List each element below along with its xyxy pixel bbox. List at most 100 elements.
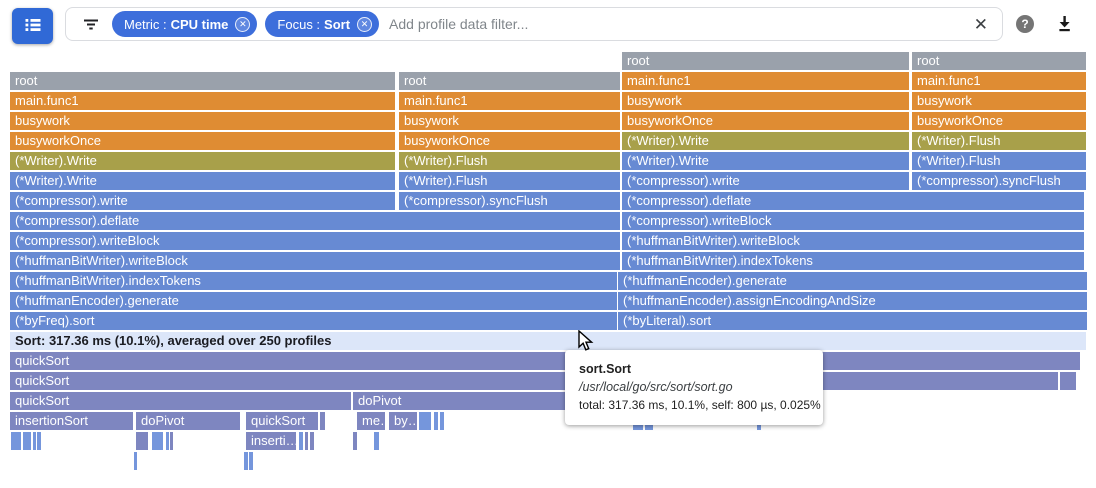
- selected-frame-banner[interactable]: Sort: 317.36 ms (10.1%), averaged over 2…: [10, 332, 1086, 350]
- flame-frame[interactable]: [1060, 372, 1076, 390]
- flame-frame[interactable]: [249, 452, 253, 470]
- flame-frame[interactable]: [419, 412, 431, 430]
- flame-frame[interactable]: [310, 432, 314, 450]
- flame-frame-writer-flush[interactable]: (*Writer).Flush: [399, 152, 620, 170]
- flame-frame-busywork[interactable]: busywork: [10, 112, 395, 130]
- flame-frame-busywork[interactable]: busywork: [399, 112, 620, 130]
- flame-frame-label: root: [917, 53, 940, 68]
- flame-frame[interactable]: [299, 432, 303, 450]
- flame-frame-compressor-writeblock[interactable]: (*compressor).writeBlock: [622, 212, 1084, 230]
- filter-list-icon: [82, 15, 100, 33]
- flame-frame-huffmanencoder-generate[interactable]: (*huffmanEncoder).generate: [618, 272, 1087, 290]
- flame-frame-busyworkonce[interactable]: busyworkOnce: [622, 112, 909, 130]
- flame-frame-compressor-write[interactable]: (*compressor).write: [622, 172, 909, 190]
- flame-frame-byfreq-sort[interactable]: (*byFreq).sort: [10, 312, 617, 330]
- flame-frame-writer-write[interactable]: (*Writer).Write: [10, 172, 395, 190]
- flame-frame-writer-write[interactable]: (*Writer).Write: [622, 152, 909, 170]
- flame-frame-label: (*huffmanBitWriter).indexTokens: [627, 253, 813, 268]
- flame-frame[interactable]: [37, 432, 41, 450]
- flame-frame-label: (*Writer).Flush: [404, 153, 488, 168]
- clear-filter-icon[interactable]: ✕: [973, 14, 988, 34]
- chip-remove-icon[interactable]: ✕: [235, 16, 251, 32]
- flame-frame-main-func1[interactable]: main.func1: [912, 72, 1086, 90]
- flame-frame-label: (*huffmanEncoder).assignEncodingAndSize: [623, 293, 876, 308]
- filter-chip-focus[interactable]: Focus : Sort ✕: [265, 11, 380, 37]
- flame-frame[interactable]: [136, 432, 148, 450]
- flame-frame[interactable]: [134, 452, 137, 470]
- view-menu-button[interactable]: [12, 8, 53, 44]
- flame-frame[interactable]: [374, 432, 379, 450]
- flame-frame-root[interactable]: root: [912, 52, 1086, 70]
- flame-frame-label: (*Writer).Write: [15, 153, 97, 168]
- flame-frame[interactable]: [33, 432, 36, 450]
- flame-frame-compressor-deflate[interactable]: (*compressor).deflate: [10, 212, 620, 230]
- flame-frame-writer-flush[interactable]: (*Writer).Flush: [399, 172, 620, 190]
- flame-frame[interactable]: [23, 432, 31, 450]
- flame-frame-huffmanencoder-assignencodingandsize[interactable]: (*huffmanEncoder).assignEncodingAndSize: [618, 292, 1087, 310]
- flame-frame-busyworkonce[interactable]: busyworkOnce: [399, 132, 620, 150]
- flame-frame[interactable]: [434, 412, 438, 430]
- flame-frame-huffmanbitwriter-indextokens[interactable]: (*huffmanBitWriter).indexTokens: [622, 252, 1084, 270]
- flame-frame[interactable]: [166, 432, 169, 450]
- flame-frame[interactable]: [170, 432, 173, 450]
- flame-frame-busywork[interactable]: busywork: [912, 92, 1086, 110]
- flame-frame[interactable]: [305, 432, 308, 450]
- download-icon[interactable]: [1055, 14, 1074, 38]
- flame-frame-busyworkonce[interactable]: busyworkOnce: [10, 132, 395, 150]
- flame-frame[interactable]: [353, 432, 357, 450]
- flame-frame[interactable]: [440, 412, 444, 430]
- profile-filter-bar[interactable]: Metric : CPU time ✕ Focus : Sort ✕ Add p…: [65, 7, 1003, 41]
- tooltip-stats: total: 317.36 ms, 10.1%, self: 800 µs, 0…: [579, 398, 821, 412]
- flame-frame-huffmanbitwriter-writeblock[interactable]: (*huffmanBitWriter).writeBlock: [10, 252, 620, 270]
- flame-frame-compressor-writeblock[interactable]: (*compressor).writeBlock: [10, 232, 620, 250]
- flame-frame-label: busywork: [15, 113, 70, 128]
- flame-frame-dopivot[interactable]: doPivot: [136, 412, 240, 430]
- filter-chip-metric[interactable]: Metric : CPU time ✕: [112, 11, 258, 37]
- flame-frame-compressor-deflate[interactable]: (*compressor).deflate: [622, 192, 1084, 210]
- filter-input-placeholder[interactable]: Add profile data filter...: [389, 16, 529, 32]
- flame-frame-compressor-write[interactable]: (*compressor).write: [10, 192, 395, 210]
- flame-frame-byliteral-sort[interactable]: (*byLiteral).sort: [618, 312, 1087, 330]
- flame-frame-quicksort[interactable]: quickSort: [246, 412, 318, 430]
- flame-frame-quicksort[interactable]: quickSort: [10, 372, 1058, 390]
- flame-frame-huffmanbitwriter-writeblock[interactable]: (*huffmanBitWriter).writeBlock: [622, 232, 1084, 250]
- flame-frame-root[interactable]: root: [622, 52, 909, 70]
- flame-frame-label: (*compressor).syncFlush: [917, 173, 1061, 188]
- flame-frame-writer-flush[interactable]: (*Writer).Flush: [912, 152, 1086, 170]
- chip-remove-icon[interactable]: ✕: [357, 16, 373, 32]
- flame-frame[interactable]: [152, 432, 163, 450]
- flame-frame-busywork[interactable]: busywork: [622, 92, 909, 110]
- flame-frame-writer-flush[interactable]: (*Writer).Flush: [912, 132, 1086, 150]
- flame-frame-me[interactable]: me…: [357, 412, 385, 430]
- flame-frame-writer-write[interactable]: (*Writer).Write: [10, 152, 395, 170]
- flame-frame-label: (*huffmanEncoder).generate: [623, 273, 787, 288]
- flame-frame[interactable]: [320, 412, 325, 430]
- flame-frame-quicksort[interactable]: quickSort: [10, 392, 351, 410]
- flame-frame-label: busyworkOnce: [627, 113, 713, 128]
- flame-frame-main-func1[interactable]: main.func1: [10, 92, 395, 110]
- flame-frame-label: (*compressor).write: [15, 193, 128, 208]
- flame-frame-huffmanbitwriter-indextokens[interactable]: (*huffmanBitWriter).indexTokens: [10, 272, 617, 290]
- flame-frame-by[interactable]: by…: [389, 412, 417, 430]
- flame-frame-busyworkonce[interactable]: busyworkOnce: [912, 112, 1086, 130]
- flame-frame-insertionsort[interactable]: insertionSort: [10, 412, 133, 430]
- flame-frame-compressor-syncflush[interactable]: (*compressor).syncFlush: [912, 172, 1086, 190]
- flame-frame-main-func1[interactable]: main.func1: [622, 72, 909, 90]
- flame-frame[interactable]: [244, 452, 248, 470]
- flame-frame-compressor-syncflush[interactable]: (*compressor).syncFlush: [399, 192, 620, 210]
- help-icon[interactable]: ?: [1016, 15, 1034, 33]
- flame-frame-root[interactable]: root: [399, 72, 620, 90]
- flame-frame-writer-write[interactable]: (*Writer).Write: [622, 132, 909, 150]
- flame-frame-quicksort[interactable]: quickSort: [10, 352, 1080, 370]
- flame-frame[interactable]: [11, 432, 21, 450]
- list-icon: [23, 15, 43, 38]
- chip-value: Sort: [324, 16, 351, 32]
- flame-frame-main-func1[interactable]: main.func1: [399, 92, 620, 110]
- flame-frame-label: doPivot: [141, 413, 185, 428]
- flame-frame-root[interactable]: root: [10, 72, 395, 90]
- flame-frame-huffmanencoder-generate[interactable]: (*huffmanEncoder).generate: [10, 292, 617, 310]
- flame-frame-label: quickSort: [15, 393, 70, 408]
- flame-frame-label: (*Writer).Flush: [404, 173, 488, 188]
- flame-frame-inserti[interactable]: inserti…: [246, 432, 296, 450]
